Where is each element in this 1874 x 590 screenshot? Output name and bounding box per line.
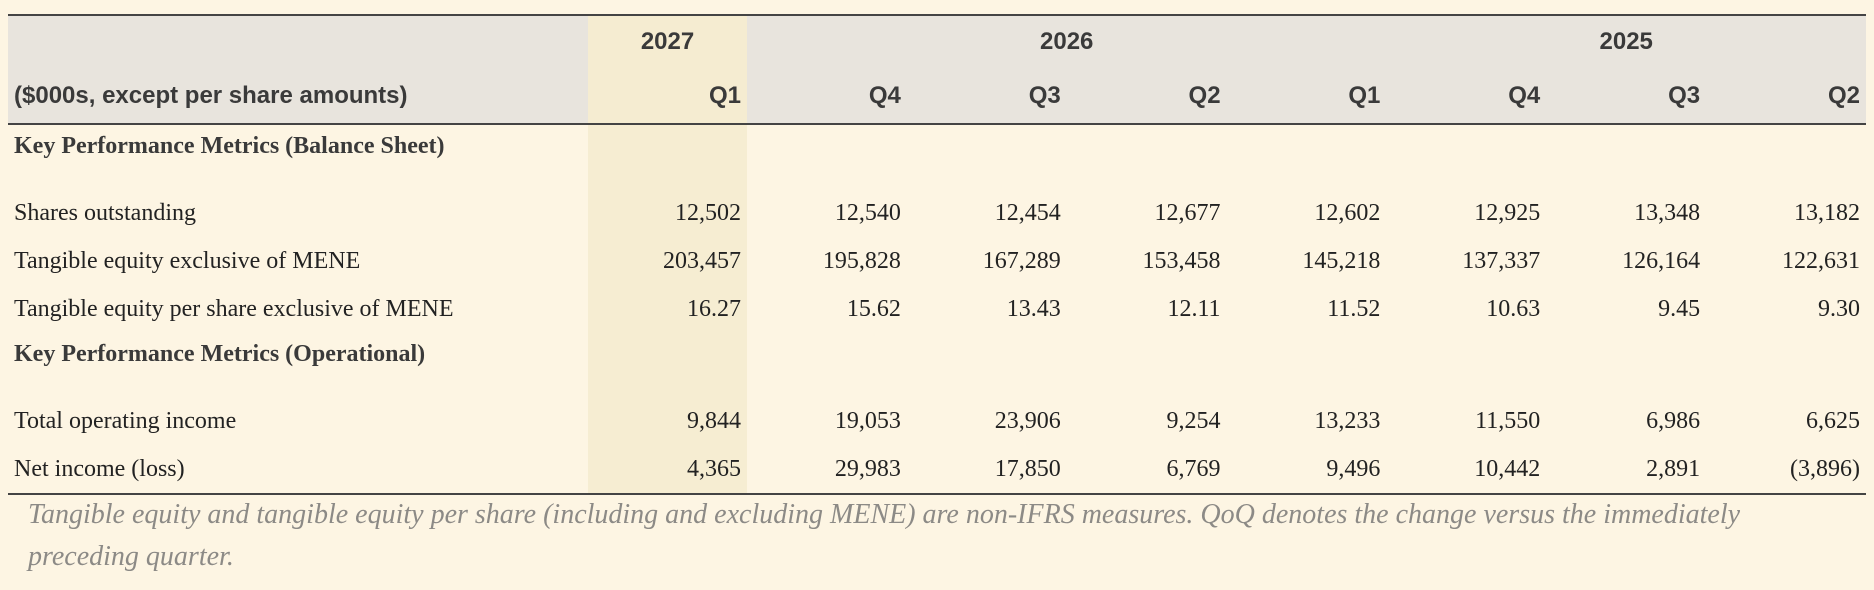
empty-cell xyxy=(747,333,907,397)
empty-cell xyxy=(1386,124,1546,189)
empty-cell xyxy=(1227,333,1387,397)
quarter: Q2 xyxy=(1066,68,1227,125)
value-cell: 126,164 xyxy=(1622,247,1701,274)
value-cell: 145,218 xyxy=(1302,247,1381,274)
value-cell: 153,458 xyxy=(1142,247,1221,274)
row-label: Total operating income xyxy=(14,407,237,434)
quarter-row: ($000s, except per share amounts) Q1 Q4 Q3… xyxy=(8,68,1866,125)
empty-cell xyxy=(1546,124,1706,189)
empty-cell xyxy=(1067,333,1227,397)
row-label: Net income (loss) xyxy=(8,445,589,495)
value-cell: (3,896) xyxy=(1706,445,1866,495)
value-cell: 12,454 xyxy=(994,199,1061,226)
table-body: Key Performance Metrics (Balance Sheet) S… xyxy=(8,124,1866,495)
value-cell: 23,906 xyxy=(994,407,1061,434)
value-cell: 6,769 xyxy=(1066,445,1227,495)
empty-cell xyxy=(907,333,1067,397)
quarter: Q1 xyxy=(1226,68,1387,125)
year: 2026 xyxy=(747,14,1387,68)
value-cell: 4,365 xyxy=(588,445,748,495)
data-row: Net income (loss) 4,365 29,983 17,850 6,769 9… xyxy=(8,445,1866,495)
value-cell: 9.45 xyxy=(1658,295,1701,322)
value-cell: 10,442 xyxy=(1386,445,1547,495)
quarter: Q4 xyxy=(747,68,907,125)
value-cell: 13.43 xyxy=(1006,295,1061,322)
data-row: Shares outstanding 12,502 12,540 12,454 12,6… xyxy=(8,189,1866,237)
empty-cell xyxy=(907,124,1067,189)
value-cell: 12,540 xyxy=(834,199,901,226)
quarter: Q3 xyxy=(906,68,1067,125)
data-row: Total operating income 9,844 19,053 23,906 9… xyxy=(8,397,1866,445)
value-cell: 11.52 xyxy=(1327,295,1381,322)
row-label: Tangible equity exclusive of MENE xyxy=(14,247,361,274)
empty-cell xyxy=(1706,333,1866,397)
value-cell: 9,254 xyxy=(1166,407,1221,434)
empty-cell xyxy=(1067,124,1227,189)
value-cell: 29,983 xyxy=(747,445,907,495)
value-cell: 12.11 xyxy=(1167,295,1221,322)
data-row: Tangible equity exclusive of MENE 203,457… xyxy=(8,237,1866,285)
quarter: Q3 xyxy=(1546,68,1707,125)
value-cell: 17,850 xyxy=(906,445,1067,495)
value-cell: 9,496 xyxy=(1226,445,1387,495)
value-cell: 2,891 xyxy=(1546,445,1707,495)
data-row: Tangible equity per share exclusive of M… xyxy=(8,285,1866,333)
value-cell: 6,625 xyxy=(1806,407,1860,434)
row-label: Shares outstanding xyxy=(14,199,196,226)
empty-cell xyxy=(1546,333,1706,397)
empty-cell xyxy=(1706,124,1866,189)
footnote: Tangible equity and tangible equity per … xyxy=(28,499,1741,572)
value-cell: 6,986 xyxy=(1646,407,1701,434)
year: 2027 xyxy=(588,14,748,68)
value-cell: 122,631 xyxy=(1782,247,1860,274)
empty-cell xyxy=(1386,333,1546,397)
quarter: Q4 xyxy=(1386,68,1547,125)
header-label: ($000s, except per share amounts) xyxy=(8,68,589,125)
value-cell: 203,457 xyxy=(588,237,748,285)
value-cell: 19,053 xyxy=(834,407,901,434)
row-label: Tangible equity per share exclusive of M… xyxy=(14,295,454,322)
year: 2025 xyxy=(1386,14,1866,68)
year-row: 2027 2026 2025 xyxy=(8,14,1866,68)
value-cell: 13,348 xyxy=(1634,199,1701,226)
quarter: Q2 xyxy=(1706,68,1866,125)
metrics-table: 2027 2026 2025 ($000s, except per share … xyxy=(8,14,1866,495)
value-cell: 13,182 xyxy=(1794,199,1860,226)
section-title: Key Performance Metrics (Operational) xyxy=(14,341,426,367)
value-cell: 15.62 xyxy=(846,295,901,322)
empty-cell xyxy=(588,124,748,189)
section-title: Key Performance Metrics (Balance Sheet) xyxy=(14,133,445,159)
value-cell: 12,502 xyxy=(588,189,748,237)
value-cell: 9.30 xyxy=(1818,295,1860,322)
value-cell: 12,677 xyxy=(1154,199,1221,226)
value-cell: 12,602 xyxy=(1314,199,1381,226)
value-cell: 137,337 xyxy=(1462,247,1541,274)
empty-cell xyxy=(1227,124,1387,189)
section-row: Key Performance Metrics (Balance Sheet) xyxy=(8,124,1866,189)
value-cell: 12,925 xyxy=(1474,199,1541,226)
section-row: Key Performance Metrics (Operational) xyxy=(8,333,1866,397)
value-cell: 10.63 xyxy=(1486,295,1541,322)
header-blank xyxy=(8,14,589,68)
empty-cell xyxy=(588,333,748,397)
value-cell: 11,550 xyxy=(1475,407,1541,434)
value-cell: 13,233 xyxy=(1314,407,1381,434)
empty-cell xyxy=(747,124,907,189)
value-cell: 16.27 xyxy=(588,285,748,333)
value-cell: 9,844 xyxy=(588,397,748,445)
value-cell: 195,828 xyxy=(822,247,901,274)
quarter: Q1 xyxy=(588,68,748,125)
value-cell: 167,289 xyxy=(982,247,1061,274)
